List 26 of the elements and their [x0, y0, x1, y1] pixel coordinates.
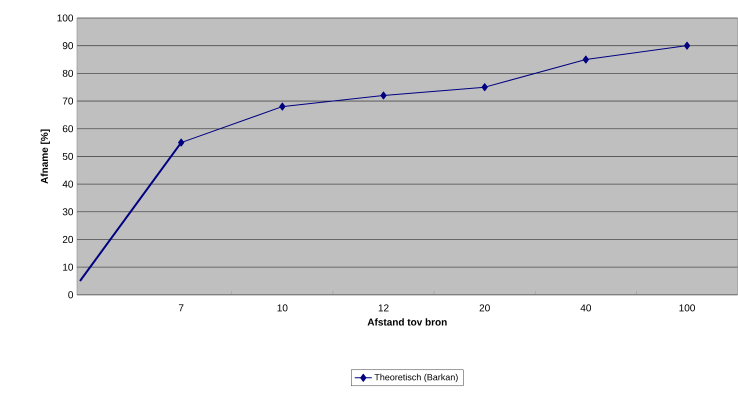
- point: [582, 56, 589, 64]
- y-tick-label: 10: [63, 264, 74, 271]
- x-tick-label: 12: [378, 304, 389, 312]
- y-axis-title: Afname [%]: [40, 130, 50, 184]
- y-tick-label: 40: [62, 180, 74, 188]
- point: [684, 42, 690, 50]
- x-axis-title: Afstand tov bron: [368, 318, 447, 326]
- x-tick-label: 20: [480, 304, 490, 312]
- x-tick-label: 10: [278, 304, 288, 312]
- point: [482, 83, 488, 92]
- point: [178, 138, 184, 147]
- x-tick-label: 7: [178, 304, 184, 312]
- y-tick-label: 90: [62, 42, 74, 50]
- y-tick-label: 70: [62, 98, 74, 105]
- legend-label: Theoretisch (Barkan): [374, 374, 458, 382]
- y-tick-label: 60: [62, 125, 74, 132]
- y-tick-label: 50: [62, 152, 74, 160]
- point: [279, 102, 286, 111]
- y-tick-label: 30: [62, 208, 74, 216]
- y-tick-label: 20: [62, 236, 74, 244]
- point: [380, 92, 387, 100]
- x-tick-label: 100: [679, 304, 695, 312]
- y-tick-label: 100: [58, 14, 74, 22]
- y-tick-label: 0: [68, 291, 74, 298]
- x-tick-label: 40: [580, 304, 592, 312]
- y-tick-label: 80: [62, 70, 74, 78]
